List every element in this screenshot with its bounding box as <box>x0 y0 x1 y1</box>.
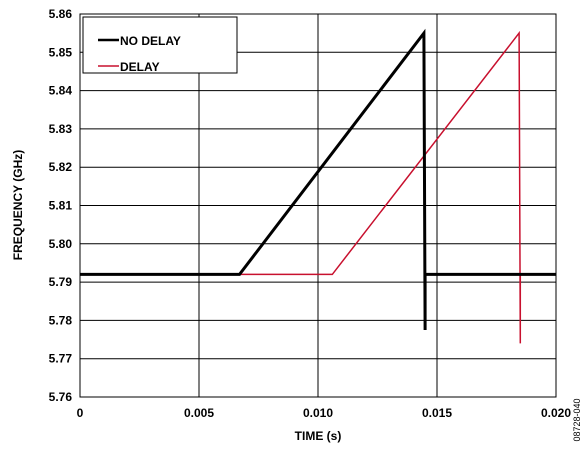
y-tick-label: 5.77 <box>49 352 73 366</box>
plot-frame <box>79 13 557 398</box>
y-tick-label: 5.80 <box>49 237 73 251</box>
series-layer <box>80 28 556 344</box>
x-tick-label: 0.010 <box>303 406 333 420</box>
y-tick-label: 5.85 <box>49 45 73 59</box>
legend-label-delay: DELAY <box>120 60 160 74</box>
x-axis-ticks: 0 0.005 0.010 0.015 0.020 <box>77 406 572 420</box>
y-tick-label: 5.84 <box>49 84 73 98</box>
legend: NO DELAY DELAY <box>82 16 238 74</box>
series-line-no-delay <box>80 28 556 331</box>
x-tick-label: 0.015 <box>422 406 452 420</box>
y-tick-label: 5.79 <box>49 275 73 289</box>
x-tick-label: 0.020 <box>541 406 571 420</box>
y-tick-label: 5.78 <box>49 313 73 327</box>
x-tick-label: 0.005 <box>184 406 214 420</box>
grid-lines <box>80 14 556 397</box>
y-tick-label: 5.76 <box>49 390 73 404</box>
x-tick-label: 0 <box>77 406 84 420</box>
figure-id: 08728-040 <box>572 398 582 441</box>
y-axis-ticks: 5.76 5.77 5.78 5.79 5.80 5.81 5.82 5.83 5.84 5.85… <box>49 7 73 404</box>
y-tick-label: 5.83 <box>49 122 73 136</box>
legend-label-no-delay: NO DELAY <box>120 34 181 48</box>
legend-box <box>82 16 238 74</box>
x-axis-label: TIME (s) <box>295 429 342 443</box>
y-tick-label: 5.82 <box>49 160 73 174</box>
y-axis-label: FREQUENCY (GHz) <box>11 150 25 260</box>
y-tick-label: 5.81 <box>49 199 73 213</box>
y-tick-label: 5.86 <box>49 7 73 21</box>
